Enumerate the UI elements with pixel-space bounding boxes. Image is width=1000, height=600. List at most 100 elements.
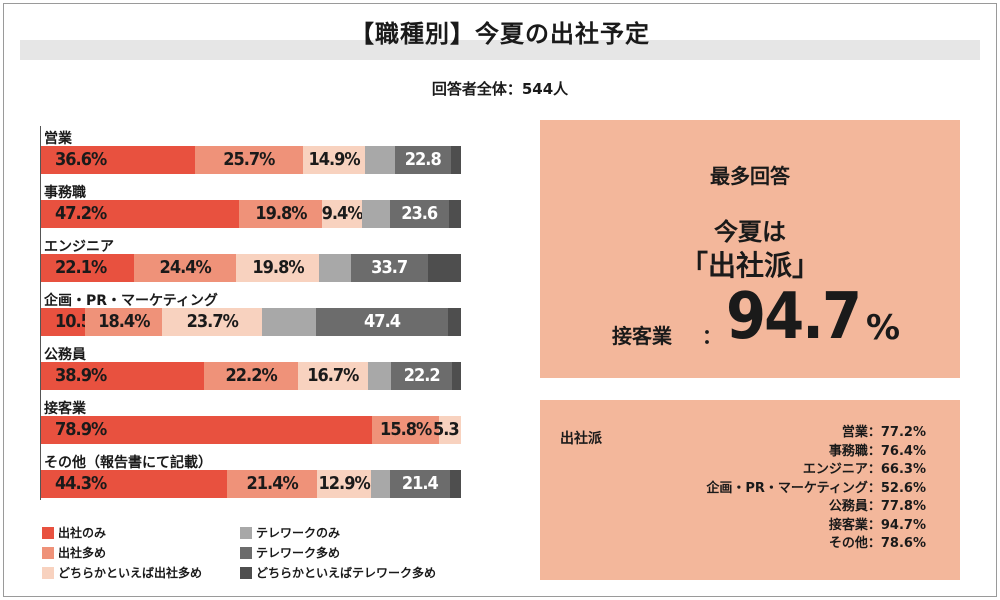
stacked-bar: 38.9% 22.2% 16.7% 22.2 (41, 362, 461, 390)
bar-segment (297, 362, 368, 390)
bar-segment (41, 254, 134, 282)
legend-swatch (240, 526, 252, 539)
data-label: 22.8 (404, 149, 442, 170)
stacked-bar: 10.5% 18.4% 23.7% 47.4 (41, 308, 461, 336)
chart-frame (3, 3, 997, 597)
bar-segment (194, 146, 303, 174)
bar-segment (261, 308, 316, 336)
bar-segment (427, 254, 461, 282)
data-label: 47.4 (364, 311, 401, 332)
legend-swatch (240, 546, 252, 559)
highlight-unit: % (866, 308, 901, 348)
legend-label: テレワークのみ (256, 526, 341, 540)
bar-segment (389, 200, 449, 228)
bar-segment (41, 308, 86, 336)
legend-swatch (42, 566, 54, 579)
stacked-bar: 78.9% 15.8% 5.3 (41, 416, 461, 444)
summary-row: 企画・PR・マーケティング：52.6% (706, 480, 926, 496)
bar-segment (316, 470, 372, 498)
legend-item-remote-more: テレワーク多め (240, 544, 340, 561)
bar-segment (365, 146, 395, 174)
legend-item-remote-only: テレワークのみ (240, 524, 340, 541)
data-label: 12.9% (318, 473, 371, 494)
bar-segment (391, 362, 453, 390)
bar-segment (322, 200, 362, 228)
data-label: 23.7% (186, 311, 239, 332)
bar-segment (448, 200, 461, 228)
legend-item-office-more: 出社多め (42, 544, 106, 561)
data-label: 16.7% (307, 365, 359, 386)
data-label: 21.4 (401, 473, 439, 494)
summary-row: 公務員：77.8% (828, 499, 926, 514)
summary-row: その他：78.6% (828, 536, 926, 551)
summary-row: 営業：77.2% (841, 425, 926, 440)
highlight-value: 94.7 (726, 280, 862, 354)
bar-segment (367, 362, 392, 390)
bar-segment (162, 308, 262, 336)
bar-segment (227, 470, 317, 498)
data-label: 33.7 (371, 257, 408, 278)
legend-item-office-somewhat: どちらかといえば出社多め (42, 564, 202, 581)
legend: 出社のみ 出社多め どちらかといえば出社多め テレワークのみ テレワーク多め ど… (42, 524, 482, 584)
data-label: 24.4% (159, 257, 212, 278)
bar-segment (41, 200, 240, 228)
bar-segment (239, 200, 323, 228)
bar-segment (350, 254, 428, 282)
summary-panel: 出社派 営業：77.2% 事務職：76.4% エンジニア：66.3% 企画・PR… (540, 400, 960, 580)
data-label: 47.2% (55, 203, 107, 224)
summary-row: 接客業：94.7% (828, 517, 926, 533)
category-label: 営業 (44, 131, 72, 147)
category-label: 公務員 (44, 347, 86, 363)
legend-swatch (240, 566, 252, 579)
category-label: 事務職 (44, 185, 86, 201)
highlight-category: 接客業 (612, 324, 672, 348)
bar-segment (236, 254, 320, 282)
data-label: 78.9% (55, 419, 107, 440)
summary-title: 出社派 (560, 431, 602, 447)
stacked-bar: 36.6% 25.7% 14.9% 22.8 (41, 146, 461, 174)
data-label: 19.8% (252, 257, 304, 278)
bar-segment (450, 146, 461, 174)
chart-subtitle: 回答者全体：544人 (431, 80, 569, 98)
axis-line (40, 126, 41, 500)
legend-label: 出社多め (58, 546, 107, 560)
stacked-bar: 47.2% 19.8% 9.4% 23.6 (41, 200, 461, 228)
category-label: その他（報告書にて記載） (44, 455, 212, 471)
data-label: 18.4% (98, 311, 150, 332)
summary-row: 事務職：76.4% (828, 443, 926, 459)
data-label: 36.6% (55, 149, 107, 170)
stacked-bar: 44.3% 21.4% 12.9% 21.4 (41, 470, 461, 498)
data-label: 21.4% (246, 473, 299, 494)
bar-segment (394, 146, 451, 174)
bar-segment (41, 470, 228, 498)
bar-segment (449, 470, 461, 498)
legend-swatch (42, 546, 54, 559)
data-label: 22.2 (403, 365, 441, 386)
data-label: 22.1% (55, 257, 107, 278)
legend-label: テレワーク多め (256, 546, 341, 560)
bar-segment (41, 362, 205, 390)
bar-segment (372, 416, 439, 444)
category-label: 接客業 (44, 401, 86, 417)
data-label: 38.9% (55, 365, 107, 386)
summary-list: 営業：77.2% 事務職：76.4% エンジニア：66.3% 企画・PR・マーケ… (706, 424, 926, 554)
bar-segment (204, 362, 298, 390)
data-label: 44.3% (55, 473, 107, 494)
legend-item-remote-somewhat: どちらかといえばテレワーク多め (240, 564, 436, 581)
legend-label: どちらかといえば出社多め (58, 566, 203, 580)
bar-segment (85, 308, 163, 336)
category-label: 企画・PR・マーケティング (44, 293, 218, 309)
chart-title: 【職種別】今夏の出社予定 (350, 20, 650, 48)
data-label: 19.8% (255, 203, 307, 224)
stacked-bar: 22.1% 24.4% 19.8% 33.7 (41, 254, 461, 282)
bar-segment (448, 308, 461, 336)
category-label: エンジニア (44, 239, 114, 255)
bar-segment (41, 416, 373, 444)
highlight-heading: 最多回答 (710, 164, 790, 188)
data-label: 14.9% (308, 149, 360, 170)
bar-segment (41, 146, 195, 174)
data-label: 5.3 (433, 419, 460, 440)
legend-item-office-only: 出社のみ (42, 524, 106, 541)
data-label: 23.6 (401, 203, 438, 224)
legend-label: どちらかといえばテレワーク多め (256, 566, 437, 580)
